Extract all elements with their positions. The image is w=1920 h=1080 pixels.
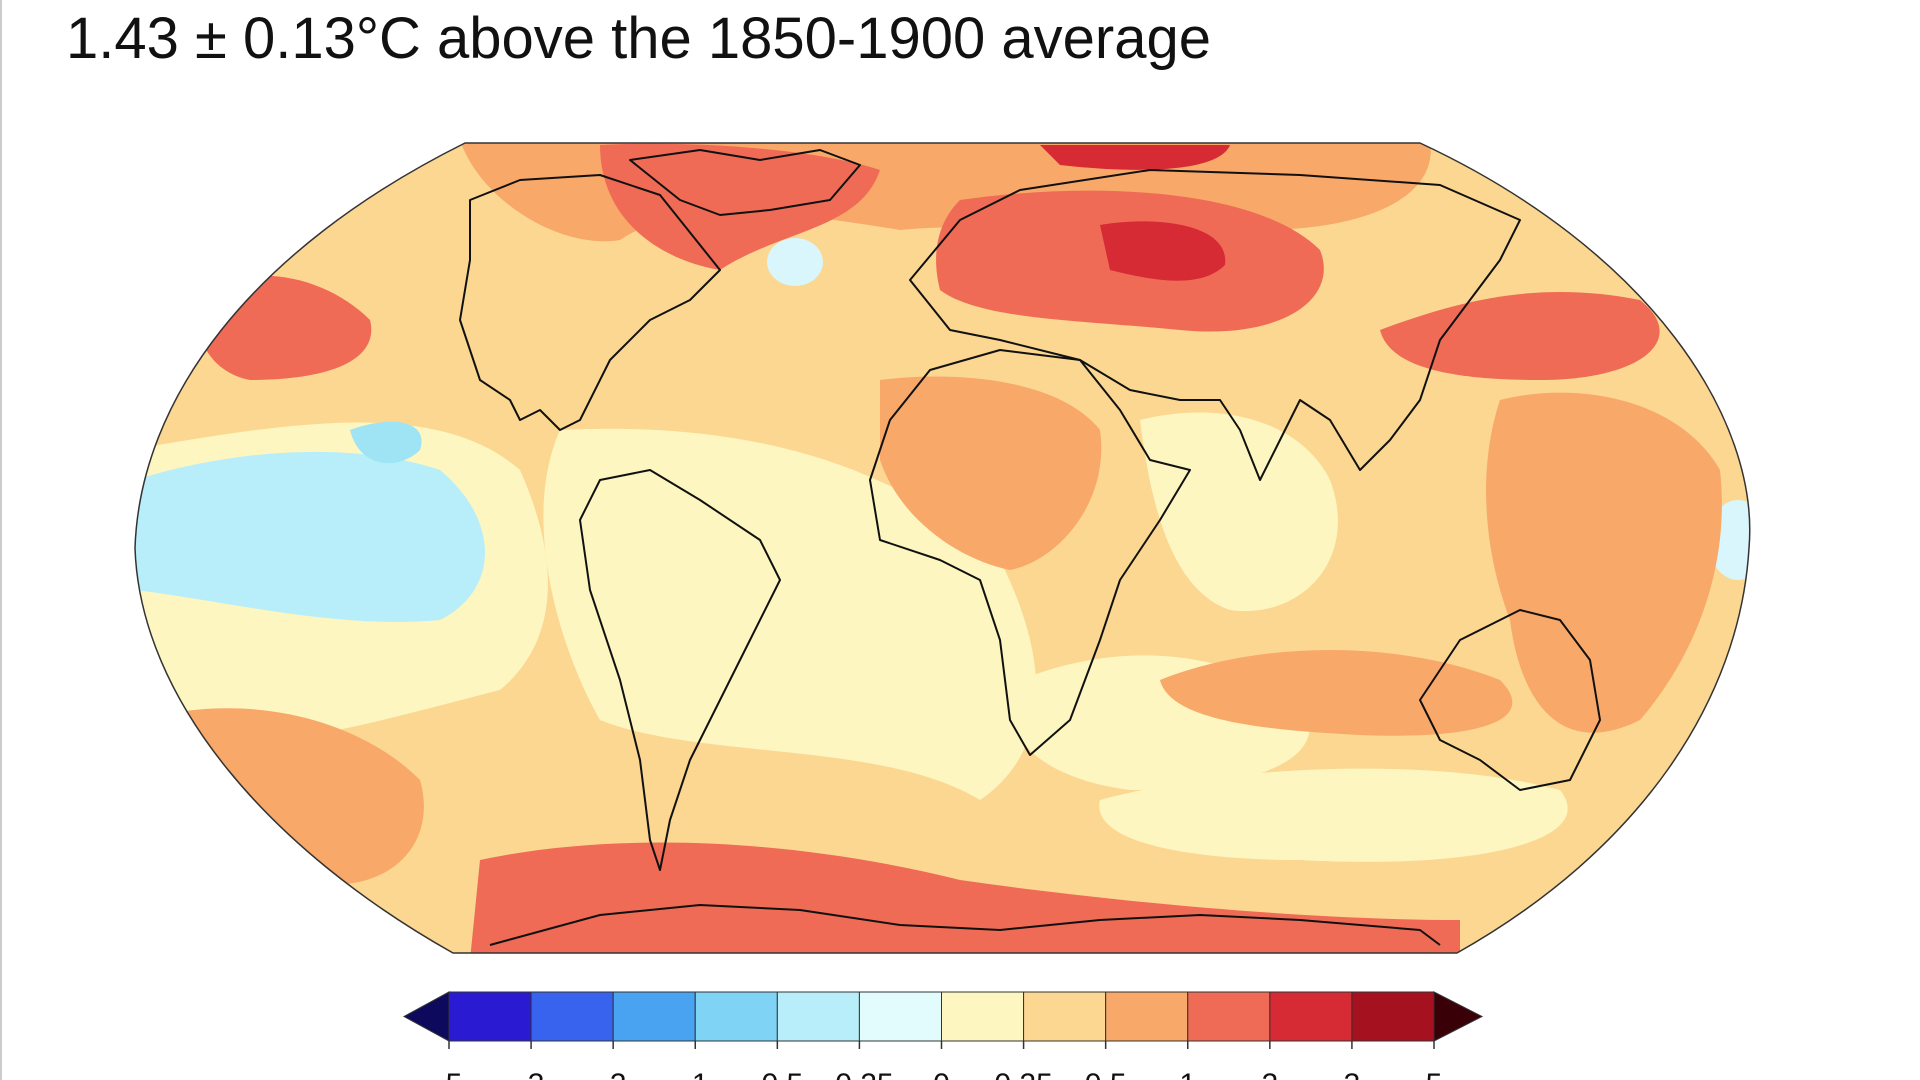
colorbar-bin [448, 991, 532, 1042]
map-zone [1160, 650, 1513, 736]
colorbar-tick-label: 0.5 [1085, 1068, 1127, 1080]
map-zone [470, 842, 1460, 953]
map-zone [1040, 145, 1230, 170]
map-zone [1380, 291, 1660, 380]
colorbar-tick-label: 0 [933, 1068, 950, 1080]
map-zone [135, 451, 485, 623]
map-title: 1.43 ± 0.13°C above the 1850-1900 averag… [66, 6, 1211, 71]
colorbar-tick-label: -2 [600, 1068, 627, 1080]
map-zone [1486, 392, 1722, 733]
colorbar-tick-label: 0.25 [994, 1068, 1052, 1080]
coastline [909, 169, 1521, 481]
map-zone [1708, 500, 1750, 580]
colorbar-bin [1105, 991, 1189, 1042]
coastline [579, 469, 781, 871]
colorbar-tick-label: -3 [518, 1068, 545, 1080]
colorbar-tick-label: 2 [1261, 1068, 1278, 1080]
colorbar-bin [612, 991, 696, 1042]
map-zone [1140, 412, 1338, 612]
map-zone [543, 428, 1037, 800]
coastline [869, 349, 1191, 756]
colorbar: -5 -3 -2 -1 -0.5 -0.25 0 0.25 0.5 1 2 3 5 [402, 991, 1484, 1080]
map-zone [1100, 221, 1226, 281]
colorbar-bin [858, 991, 943, 1042]
colorbar-bin [530, 991, 614, 1042]
map-zone [600, 143, 880, 270]
map-zone [767, 238, 823, 286]
anomaly-map [135, 143, 1750, 953]
colorbar-tick-label: 3 [1344, 1068, 1361, 1080]
map-zone [350, 421, 422, 464]
colorbar-tick-label: -1 [682, 1068, 709, 1080]
colorbar-bin [1187, 991, 1271, 1042]
map-zone [880, 376, 1102, 570]
colorbar-tick-label: -0.5 [751, 1068, 803, 1080]
colorbar-bin [694, 991, 778, 1042]
colorbar-tick-label: 5 [1426, 1068, 1443, 1080]
coastline [459, 174, 721, 431]
colorbar-bin [1269, 991, 1353, 1042]
colorbar-tick-label: -0.25 [825, 1068, 893, 1080]
colorbar-bin [1351, 991, 1435, 1042]
colorbar-tick-label: -5 [436, 1068, 463, 1080]
coastline [489, 904, 1441, 946]
colorbar-tick-label: 1 [1179, 1068, 1196, 1080]
coastline [629, 149, 861, 216]
colorbar-bin [1023, 991, 1107, 1042]
colorbar-bin [941, 991, 1025, 1042]
coastline [1419, 609, 1601, 791]
map-border [134, 142, 1751, 954]
colorbar-bin [776, 991, 860, 1042]
map-zone [1099, 768, 1568, 862]
